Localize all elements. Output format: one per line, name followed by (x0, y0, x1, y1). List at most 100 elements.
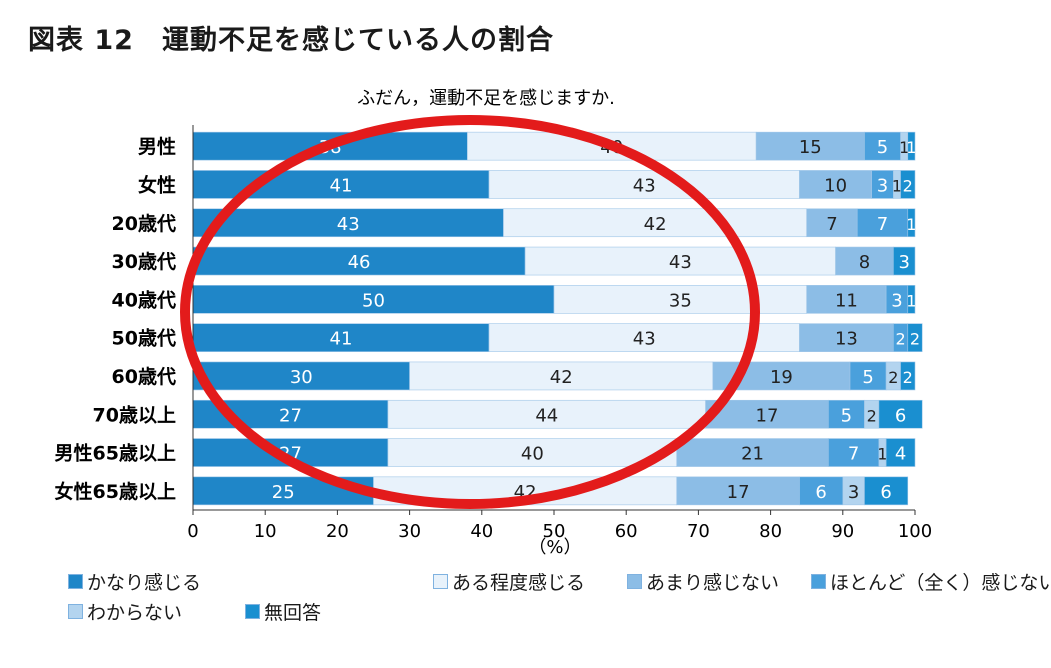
chart-title: ふだん，運動不足を感じますか. (357, 88, 615, 109)
legend-label: ほとんど（全く）感じない (830, 572, 1051, 594)
data-label: 17 (756, 405, 779, 426)
bar-segment (900, 170, 916, 199)
data-label: 8 (859, 252, 870, 273)
data-label: 43 (633, 329, 656, 350)
category-label: 女性 (138, 173, 176, 196)
x-tick-label: 30 (398, 521, 421, 542)
data-label: 5 (841, 405, 852, 426)
legend-item: ほとんど（全く）感じない (811, 568, 1051, 595)
data-label: 35 (669, 290, 692, 311)
category-label: 女性65歳以上 (55, 480, 176, 503)
bar-segment (409, 361, 714, 391)
legend-label: かなり感じる (87, 572, 202, 594)
data-label: 7 (877, 214, 888, 235)
legend-item: 無回答 (245, 598, 321, 625)
data-label: 2 (895, 330, 905, 349)
bar-segment (907, 131, 916, 161)
legend-swatch (433, 574, 448, 589)
x-axis: 0 10 20 30 40 50 60 70 80 90 100 (187, 125, 932, 542)
bar-segment (907, 208, 916, 238)
category-label: 70歳以上 (93, 404, 176, 426)
data-label: 6 (895, 405, 906, 426)
bar-segment (828, 438, 880, 467)
x-tick-label: 50 (543, 521, 566, 542)
bar-segment (856, 208, 909, 238)
category-label: 男性65歳以上 (55, 442, 176, 465)
data-label: 7 (848, 444, 859, 465)
data-label: 43 (669, 252, 692, 273)
data-label: 15 (799, 137, 822, 158)
data-label: 6 (815, 482, 826, 503)
data-label: 1 (899, 138, 909, 157)
data-label: 5 (877, 137, 888, 158)
data-label: 2 (910, 330, 920, 349)
page-title: 図表 12 運動不足を感じている人の割合 (28, 25, 554, 56)
x-tick-label: 10 (254, 521, 277, 542)
x-tick-label: 70 (687, 521, 710, 542)
data-label: 1 (906, 291, 916, 310)
legend-item: ある程度感じる (433, 568, 585, 595)
legend-item: わからない (68, 598, 182, 625)
x-axis-title: （%） (528, 537, 581, 558)
data-label: 43 (337, 214, 360, 235)
bar-segment (799, 476, 844, 506)
bar-segment (524, 246, 836, 276)
data-label: 44 (535, 405, 558, 426)
data-label: 10 (824, 175, 847, 196)
x-tick-label: 90 (831, 521, 854, 542)
data-label: 3 (898, 252, 909, 273)
bar-segment (192, 323, 490, 352)
data-label: 2 (867, 406, 877, 425)
bar-segment (192, 208, 504, 238)
data-label: 41 (330, 329, 353, 350)
bar-segment (192, 361, 410, 391)
bar-segment (806, 208, 858, 238)
bar-segment (864, 131, 901, 161)
bar-segment (828, 399, 865, 429)
data-label: 17 (727, 482, 750, 503)
x-tick-label: 60 (615, 521, 638, 542)
bar-segment (676, 438, 829, 467)
data-label: 25 (272, 482, 295, 503)
data-label: 13 (835, 329, 858, 350)
bar-segment (893, 246, 916, 276)
x-tick-label: 0 (187, 521, 198, 542)
legend-item: あまり感じない (627, 568, 779, 595)
bar-segment (387, 438, 678, 467)
data-label: 43 (633, 175, 656, 196)
bar-segment (553, 285, 807, 314)
category-label: 60歳代 (112, 366, 176, 388)
bar-segment (192, 246, 526, 276)
category-label: 男性 (138, 135, 176, 158)
data-label: 4 (895, 444, 906, 465)
legend-swatch (627, 574, 642, 589)
bar-segment (907, 285, 916, 314)
data-label: 11 (835, 290, 858, 311)
data-label: 40 (521, 444, 544, 465)
data-label: 5 (862, 367, 873, 388)
highlight-ellipse (180, 115, 760, 509)
bar-segment (885, 438, 916, 467)
legend-swatch (245, 604, 260, 619)
data-label: 2 (903, 368, 913, 387)
data-label: 3 (891, 290, 902, 311)
data-label: 1 (906, 215, 916, 234)
legend-swatch (68, 604, 83, 619)
bar-segment (387, 399, 706, 429)
x-tick-label: 40 (470, 521, 493, 542)
legend-swatch (68, 574, 83, 589)
bar-segment (864, 476, 909, 506)
data-label: 1 (892, 176, 902, 195)
legend-label: ある程度感じる (452, 572, 586, 594)
bar-segment (676, 476, 800, 506)
category-label: 40歳代 (112, 289, 176, 311)
bar-segment (835, 246, 894, 276)
data-label: 3 (877, 175, 888, 196)
data-label: 46 (348, 252, 371, 273)
data-label: 2 (888, 368, 898, 387)
category-label: 50歳代 (112, 328, 176, 350)
bar-segment (806, 285, 887, 314)
x-tick-label: 20 (326, 521, 349, 542)
data-label: 21 (741, 444, 764, 465)
